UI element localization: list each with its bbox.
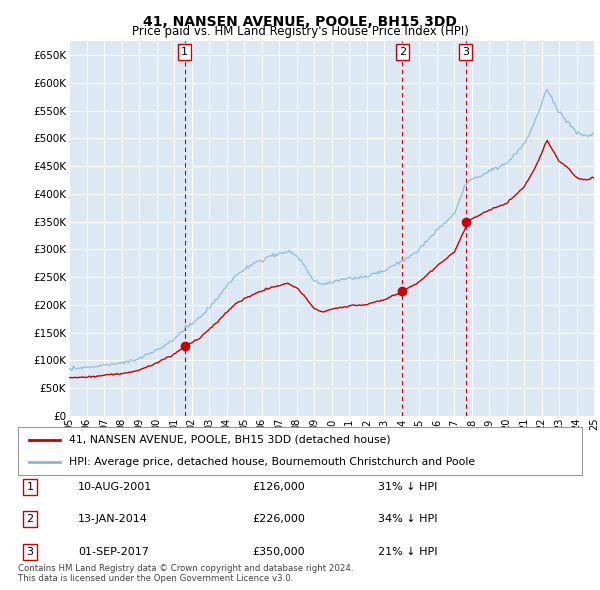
Text: Contains HM Land Registry data © Crown copyright and database right 2024.
This d: Contains HM Land Registry data © Crown c… (18, 563, 353, 583)
Text: 13-JAN-2014: 13-JAN-2014 (78, 514, 148, 524)
Text: 31% ↓ HPI: 31% ↓ HPI (378, 482, 437, 491)
Text: HPI: Average price, detached house, Bournemouth Christchurch and Poole: HPI: Average price, detached house, Bour… (69, 457, 475, 467)
Text: £126,000: £126,000 (252, 482, 305, 491)
Text: 2: 2 (398, 47, 406, 57)
Text: 21% ↓ HPI: 21% ↓ HPI (378, 547, 437, 556)
Text: 34% ↓ HPI: 34% ↓ HPI (378, 514, 437, 524)
Text: 41, NANSEN AVENUE, POOLE, BH15 3DD (detached house): 41, NANSEN AVENUE, POOLE, BH15 3DD (deta… (69, 435, 391, 445)
Text: 1: 1 (26, 482, 34, 491)
Text: 01-SEP-2017: 01-SEP-2017 (78, 547, 149, 556)
Text: £350,000: £350,000 (252, 547, 305, 556)
Text: 2: 2 (26, 514, 34, 524)
Text: 3: 3 (462, 47, 469, 57)
Text: 1: 1 (181, 47, 188, 57)
Text: 10-AUG-2001: 10-AUG-2001 (78, 482, 152, 491)
Text: 3: 3 (26, 547, 34, 556)
Text: 41, NANSEN AVENUE, POOLE, BH15 3DD: 41, NANSEN AVENUE, POOLE, BH15 3DD (143, 15, 457, 29)
Text: Price paid vs. HM Land Registry's House Price Index (HPI): Price paid vs. HM Land Registry's House … (131, 25, 469, 38)
Text: £226,000: £226,000 (252, 514, 305, 524)
